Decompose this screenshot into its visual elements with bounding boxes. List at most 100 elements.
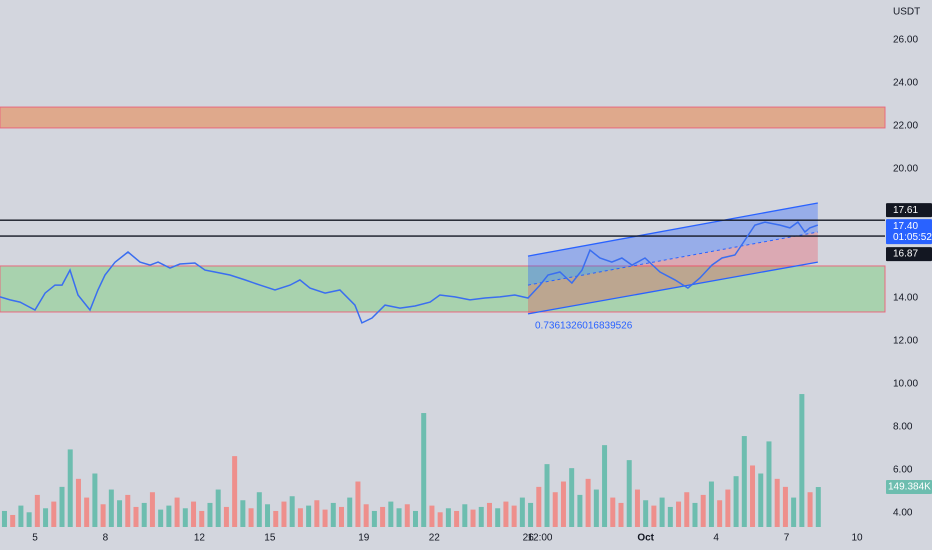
volume-bar bbox=[445, 508, 451, 527]
volume-bar bbox=[232, 456, 238, 527]
volume-bar bbox=[799, 394, 805, 527]
channel-lower-fill bbox=[527, 231, 818, 314]
volume-bar bbox=[536, 486, 542, 527]
volume-bar bbox=[667, 506, 673, 527]
volume-bar bbox=[684, 492, 690, 527]
volume-bar bbox=[634, 489, 640, 527]
last-price-badge bbox=[886, 219, 932, 245]
volume-bar bbox=[593, 489, 599, 527]
volume-bar bbox=[560, 481, 566, 527]
y-tick-label: 24.00 bbox=[893, 77, 918, 88]
volume-bar bbox=[733, 476, 739, 527]
volume-bar bbox=[306, 505, 312, 527]
volume-bar bbox=[314, 500, 320, 527]
volume-bar bbox=[75, 478, 81, 527]
volume-bar bbox=[339, 506, 345, 527]
volume-bar bbox=[388, 501, 394, 527]
volume-bar bbox=[10, 514, 16, 527]
volume-bar bbox=[462, 504, 468, 527]
volume-bar bbox=[495, 508, 501, 527]
countdown-text: 01:05:52 bbox=[893, 232, 932, 243]
volume-bar bbox=[256, 492, 262, 527]
volume-bar bbox=[100, 504, 106, 527]
x-tick-label: 22 bbox=[429, 533, 441, 544]
volume-bar bbox=[659, 497, 665, 527]
volume-bar bbox=[207, 502, 213, 527]
volume-bar bbox=[191, 501, 197, 527]
volume-bar bbox=[807, 492, 813, 527]
volume-bar bbox=[59, 486, 65, 527]
volume-bar bbox=[248, 508, 254, 527]
volume-bar bbox=[182, 508, 188, 527]
volume-bar bbox=[380, 506, 386, 527]
volume-bar bbox=[708, 481, 714, 527]
volume-bar bbox=[766, 441, 772, 527]
volume-bar bbox=[700, 494, 706, 527]
price-line bbox=[0, 221, 819, 324]
volume-bar bbox=[454, 510, 460, 527]
volume-bar bbox=[371, 510, 377, 527]
x-tick-label: 4 bbox=[713, 533, 719, 544]
x-tick-label: 10 bbox=[851, 533, 863, 544]
volume-bar bbox=[569, 468, 575, 527]
volume-bar bbox=[149, 492, 155, 527]
volume-bar bbox=[602, 445, 608, 527]
x-tick-label: 12 bbox=[194, 533, 206, 544]
volume-bar bbox=[347, 497, 353, 527]
volume-bar bbox=[552, 492, 558, 527]
volume-bar bbox=[421, 413, 427, 527]
y-tick-label: 14.00 bbox=[893, 292, 918, 303]
y-tick-label: 10.00 bbox=[893, 378, 918, 389]
x-tick-label: Oct bbox=[637, 533, 654, 544]
volume-bar bbox=[774, 478, 780, 527]
volume-bar bbox=[67, 449, 73, 527]
volume-bar bbox=[758, 473, 764, 527]
volume-bar bbox=[223, 506, 229, 527]
volume-bar bbox=[618, 502, 624, 527]
volume-bar bbox=[404, 504, 410, 527]
channel-upper-fill bbox=[527, 202, 818, 286]
volume-bar bbox=[437, 512, 443, 527]
y-tick-label: 6.00 bbox=[893, 464, 913, 475]
x-tick-label: 19 bbox=[358, 533, 370, 544]
volume-bar bbox=[676, 501, 682, 527]
channel-label: 0.7361326016839526 bbox=[535, 321, 633, 332]
volume-bar bbox=[470, 509, 476, 527]
unit-label: USDT bbox=[893, 7, 920, 18]
volume-bar bbox=[782, 486, 788, 527]
volume-bar bbox=[750, 465, 756, 527]
volume-bar bbox=[486, 502, 492, 527]
volume-bar bbox=[125, 494, 131, 527]
volume-bar bbox=[815, 487, 821, 527]
volume-bar bbox=[511, 505, 517, 527]
volume-bar bbox=[643, 500, 649, 527]
volume-bar bbox=[355, 481, 361, 527]
volume-bar bbox=[791, 497, 797, 527]
channel-lower bbox=[527, 261, 818, 315]
volume-bar bbox=[174, 497, 180, 527]
volume-bar bbox=[141, 502, 147, 527]
volume-bar bbox=[692, 502, 698, 527]
volume-badge bbox=[886, 480, 932, 495]
volume-bar bbox=[158, 509, 164, 527]
volume-bar bbox=[92, 473, 98, 527]
volume-bar bbox=[215, 489, 221, 527]
volume-bar bbox=[577, 494, 583, 527]
x-tick-label: 15 bbox=[264, 533, 276, 544]
last-price-text: 17.40 bbox=[893, 221, 918, 232]
volume-bar bbox=[289, 496, 295, 527]
x-tick-label: 26 bbox=[523, 533, 535, 544]
volume-bar bbox=[108, 489, 114, 527]
volume-bar bbox=[741, 436, 747, 527]
volume-bar bbox=[281, 501, 287, 527]
y-tick-label: 22.00 bbox=[893, 120, 918, 131]
x-tick-label: 7 bbox=[784, 533, 790, 544]
volume-bar bbox=[117, 500, 123, 527]
x-tick-label: 12:00 bbox=[527, 533, 552, 544]
volume-bar bbox=[412, 510, 418, 527]
volume-bar bbox=[199, 510, 205, 527]
volume-bar bbox=[519, 497, 525, 527]
volume-bar bbox=[240, 500, 246, 527]
volume-bar bbox=[34, 494, 40, 527]
